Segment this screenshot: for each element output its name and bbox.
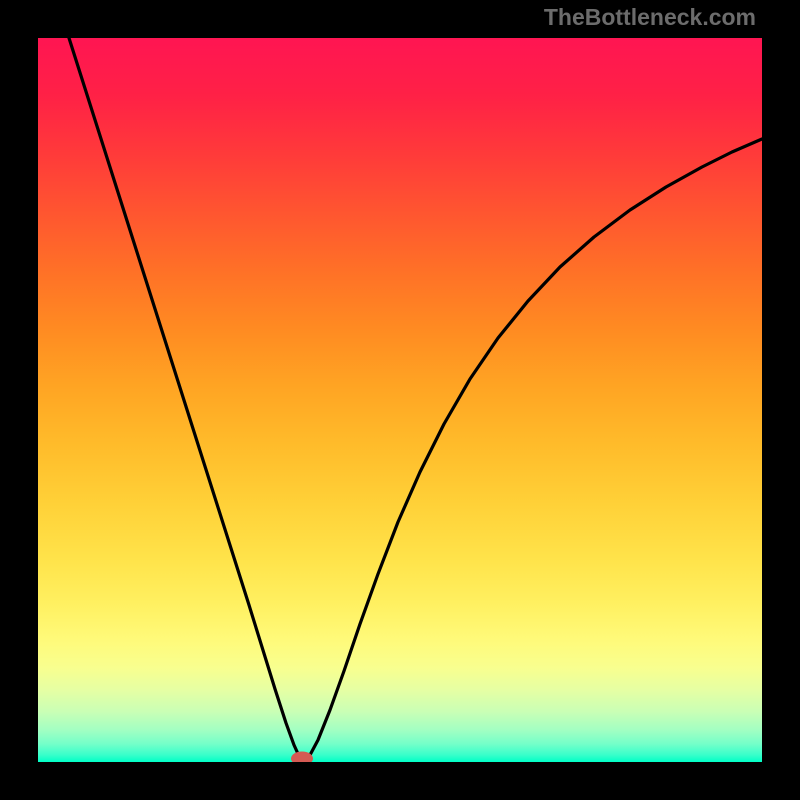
frame-left [0,0,38,800]
frame-right [762,0,800,800]
bottleneck-curve [38,38,762,762]
frame-bottom [0,762,800,800]
chart-container: TheBottleneck.com [0,0,800,800]
plot-area [38,38,762,762]
watermark-text: TheBottleneck.com [544,4,756,31]
